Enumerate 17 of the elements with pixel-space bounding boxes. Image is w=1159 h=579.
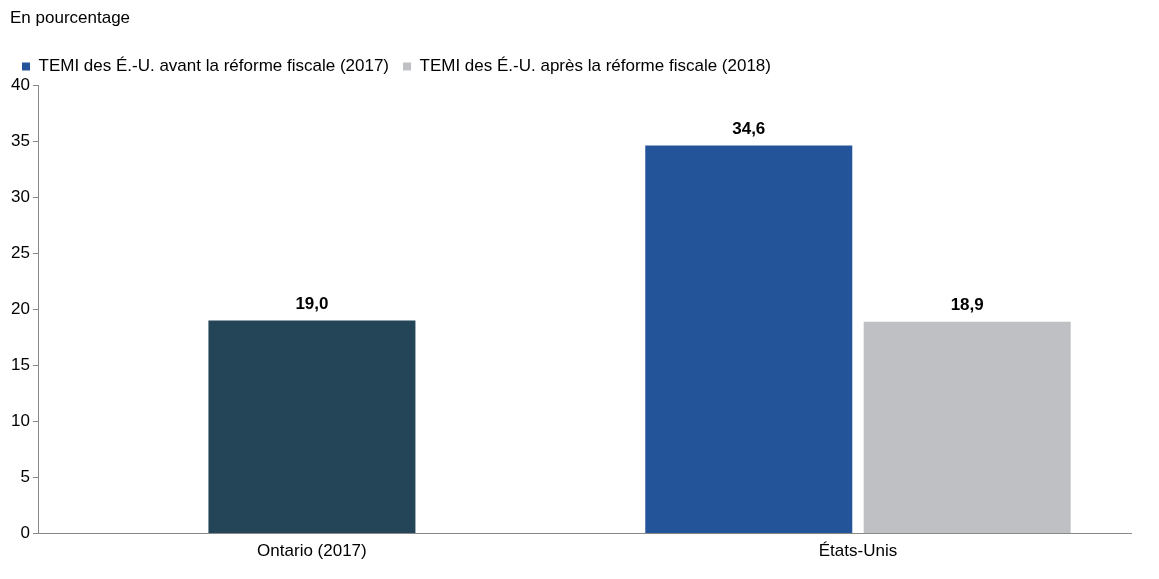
y-tick-label: 25: [10, 242, 30, 262]
y-tick-label: 15: [10, 355, 30, 375]
data-label: 34,6: [732, 118, 766, 138]
x-tick-label: États-Unis: [818, 541, 898, 561]
data-label: 19,0: [295, 293, 329, 313]
data-label: 18,9: [950, 294, 984, 314]
y-tick-label: 20: [10, 298, 30, 318]
y-tick-label: 5: [20, 467, 30, 487]
legend-label: TEMI des É.-U. avant la réforme fiscale (2017): [38, 56, 390, 76]
x-tick-label: Ontario (2017): [257, 541, 367, 561]
y-tick-label: 30: [10, 186, 30, 206]
legend-label: TEMI des É.-U. après la réforme fiscale (2018): [419, 56, 771, 76]
y-tick-label: 10: [10, 411, 30, 431]
y-tick-label: 0: [20, 523, 30, 543]
y-axis-title: En pourcentage: [9, 8, 132, 29]
y-tick-label: 35: [10, 130, 30, 150]
y-tick-label: 40: [10, 74, 30, 94]
